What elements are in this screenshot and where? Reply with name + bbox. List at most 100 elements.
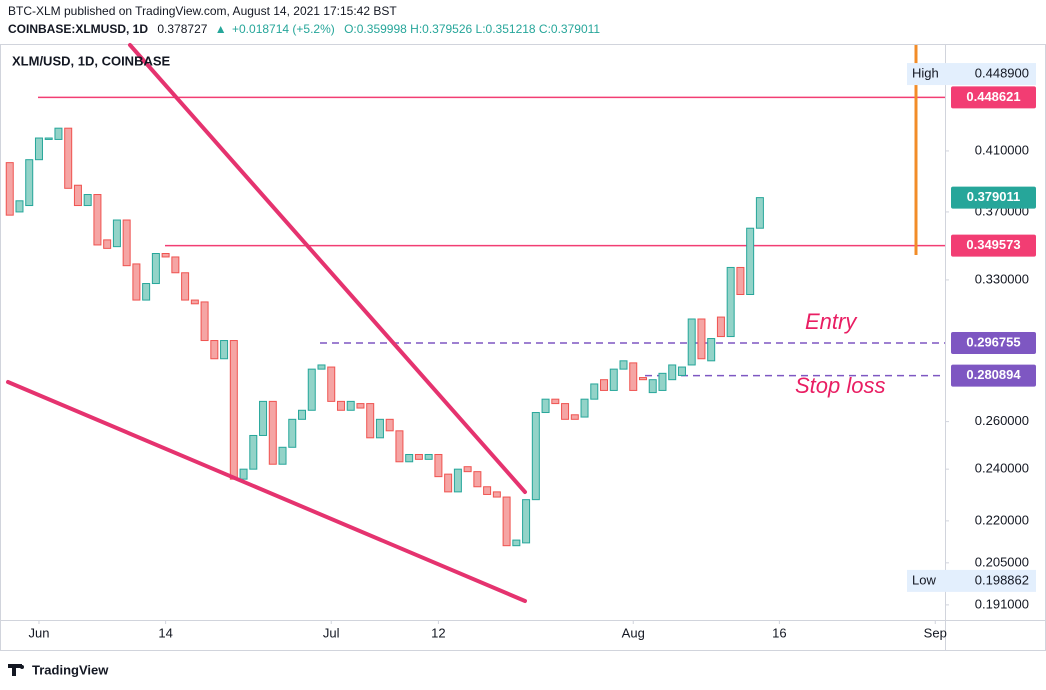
candle-body — [132, 263, 141, 301]
candle-body — [444, 473, 453, 493]
candle-body — [200, 301, 209, 342]
low-label-box — [907, 569, 1036, 592]
brand-logo: TradingView — [8, 662, 109, 677]
candle-body — [746, 227, 755, 296]
x-tick-label: Jul — [323, 625, 340, 640]
x-tick-label: Aug — [622, 625, 645, 640]
candle-body — [288, 418, 297, 448]
change-arrow: ▲ — [215, 22, 227, 36]
candle-body — [220, 340, 229, 360]
candle-body — [405, 453, 414, 463]
candle-body — [619, 360, 628, 370]
candle-body — [658, 372, 667, 391]
change: +0.018714 (+5.2%) — [232, 22, 335, 36]
candle-body — [249, 434, 258, 470]
price-label-box — [951, 86, 1036, 109]
candle-body — [726, 266, 735, 338]
x-tick-label: 12 — [431, 625, 445, 640]
price-label: 0.280894 — [966, 367, 1021, 382]
candle-body — [541, 398, 550, 414]
overlay: 0.448621 0.349573 0.296755 0.280894 0.379011… — [795, 63, 1036, 592]
price-label: 0.379011 — [967, 189, 1021, 204]
y-tick-label: 0.330000 — [975, 271, 1029, 286]
y-tick-label: 0.410000 — [975, 142, 1029, 157]
candle-body — [590, 383, 599, 400]
y-tick-label: 0.260000 — [975, 413, 1029, 428]
candle-body — [44, 137, 53, 140]
x-tick-label: Sep — [924, 625, 947, 640]
candle-body — [298, 409, 307, 420]
candle-body — [716, 316, 725, 338]
candle-body — [473, 471, 482, 488]
candle-body — [492, 491, 501, 498]
candle-body — [64, 127, 73, 189]
candle-body — [609, 368, 618, 391]
low-label: Low — [912, 572, 936, 587]
candle-body — [483, 486, 492, 495]
high-label: High — [912, 65, 939, 80]
candle-body — [15, 200, 24, 213]
logo-stem — [12, 664, 16, 676]
symbol-line: COINBASE:XLMUSD, 1D 0.378727 ▲ +0.018714… — [8, 22, 600, 36]
candle-body — [210, 340, 219, 360]
candle-body — [112, 219, 121, 248]
y-tick-label: 0.240000 — [975, 461, 1029, 476]
candle-body — [638, 377, 647, 381]
candle-body — [34, 137, 43, 161]
candle-body — [346, 400, 355, 411]
candle-body — [161, 253, 170, 258]
x-tick-label: Jun — [28, 625, 49, 640]
trend-line-lower — [6, 380, 527, 603]
candle-body — [356, 403, 365, 409]
candle-body — [522, 499, 531, 544]
candle-body — [463, 466, 472, 473]
candle-body — [561, 403, 570, 420]
price-label-box — [951, 332, 1036, 355]
candle-body — [317, 364, 326, 370]
symbol: COINBASE:XLMUSD, 1D — [8, 22, 148, 36]
candle-body — [181, 272, 190, 301]
candle-body — [677, 366, 686, 376]
logo-dot — [20, 665, 24, 669]
candle-body — [697, 318, 706, 360]
candle-body — [736, 266, 745, 296]
candle-body — [648, 379, 657, 394]
candle-body — [259, 400, 268, 436]
x-tick-label: 14 — [158, 625, 172, 640]
price-label: 0.448621 — [966, 89, 1020, 104]
candle-body — [73, 184, 82, 207]
candle-body — [434, 453, 443, 478]
candle-body — [687, 318, 696, 366]
candle-body — [278, 446, 287, 465]
candle-body — [122, 219, 131, 267]
candle-body — [580, 398, 589, 418]
low-value: 0.198862 — [975, 572, 1029, 587]
candle-body — [570, 414, 579, 420]
price-label-box — [951, 186, 1036, 209]
candle-body — [395, 430, 404, 463]
candle-body — [151, 253, 160, 285]
candle-body — [190, 299, 199, 305]
candle-body — [336, 400, 345, 411]
x-tick-label: 16 — [772, 625, 786, 640]
candle-body — [83, 194, 92, 207]
price-label-box — [951, 234, 1036, 257]
trend-line-upper — [128, 43, 527, 494]
annotation: Stop loss — [795, 373, 886, 398]
candle-body — [414, 453, 423, 460]
price-label: 0.296755 — [966, 334, 1020, 349]
candle-body — [531, 412, 540, 501]
candle-body — [268, 400, 277, 465]
plot-area: 0.191000 0.205000 0.220000 0.240000 0.260000… — [5, 96, 1029, 640]
candle-body — [229, 340, 238, 480]
ohlc: O:0.359998 H:0.379526 L:0.351218 C:0.379… — [344, 22, 600, 36]
candle-body — [629, 362, 638, 391]
y-tick-label: 0.220000 — [975, 512, 1029, 527]
candle-body — [239, 468, 248, 480]
candle-body — [307, 368, 316, 411]
high-label-box — [907, 63, 1036, 86]
candle-body — [755, 197, 764, 229]
